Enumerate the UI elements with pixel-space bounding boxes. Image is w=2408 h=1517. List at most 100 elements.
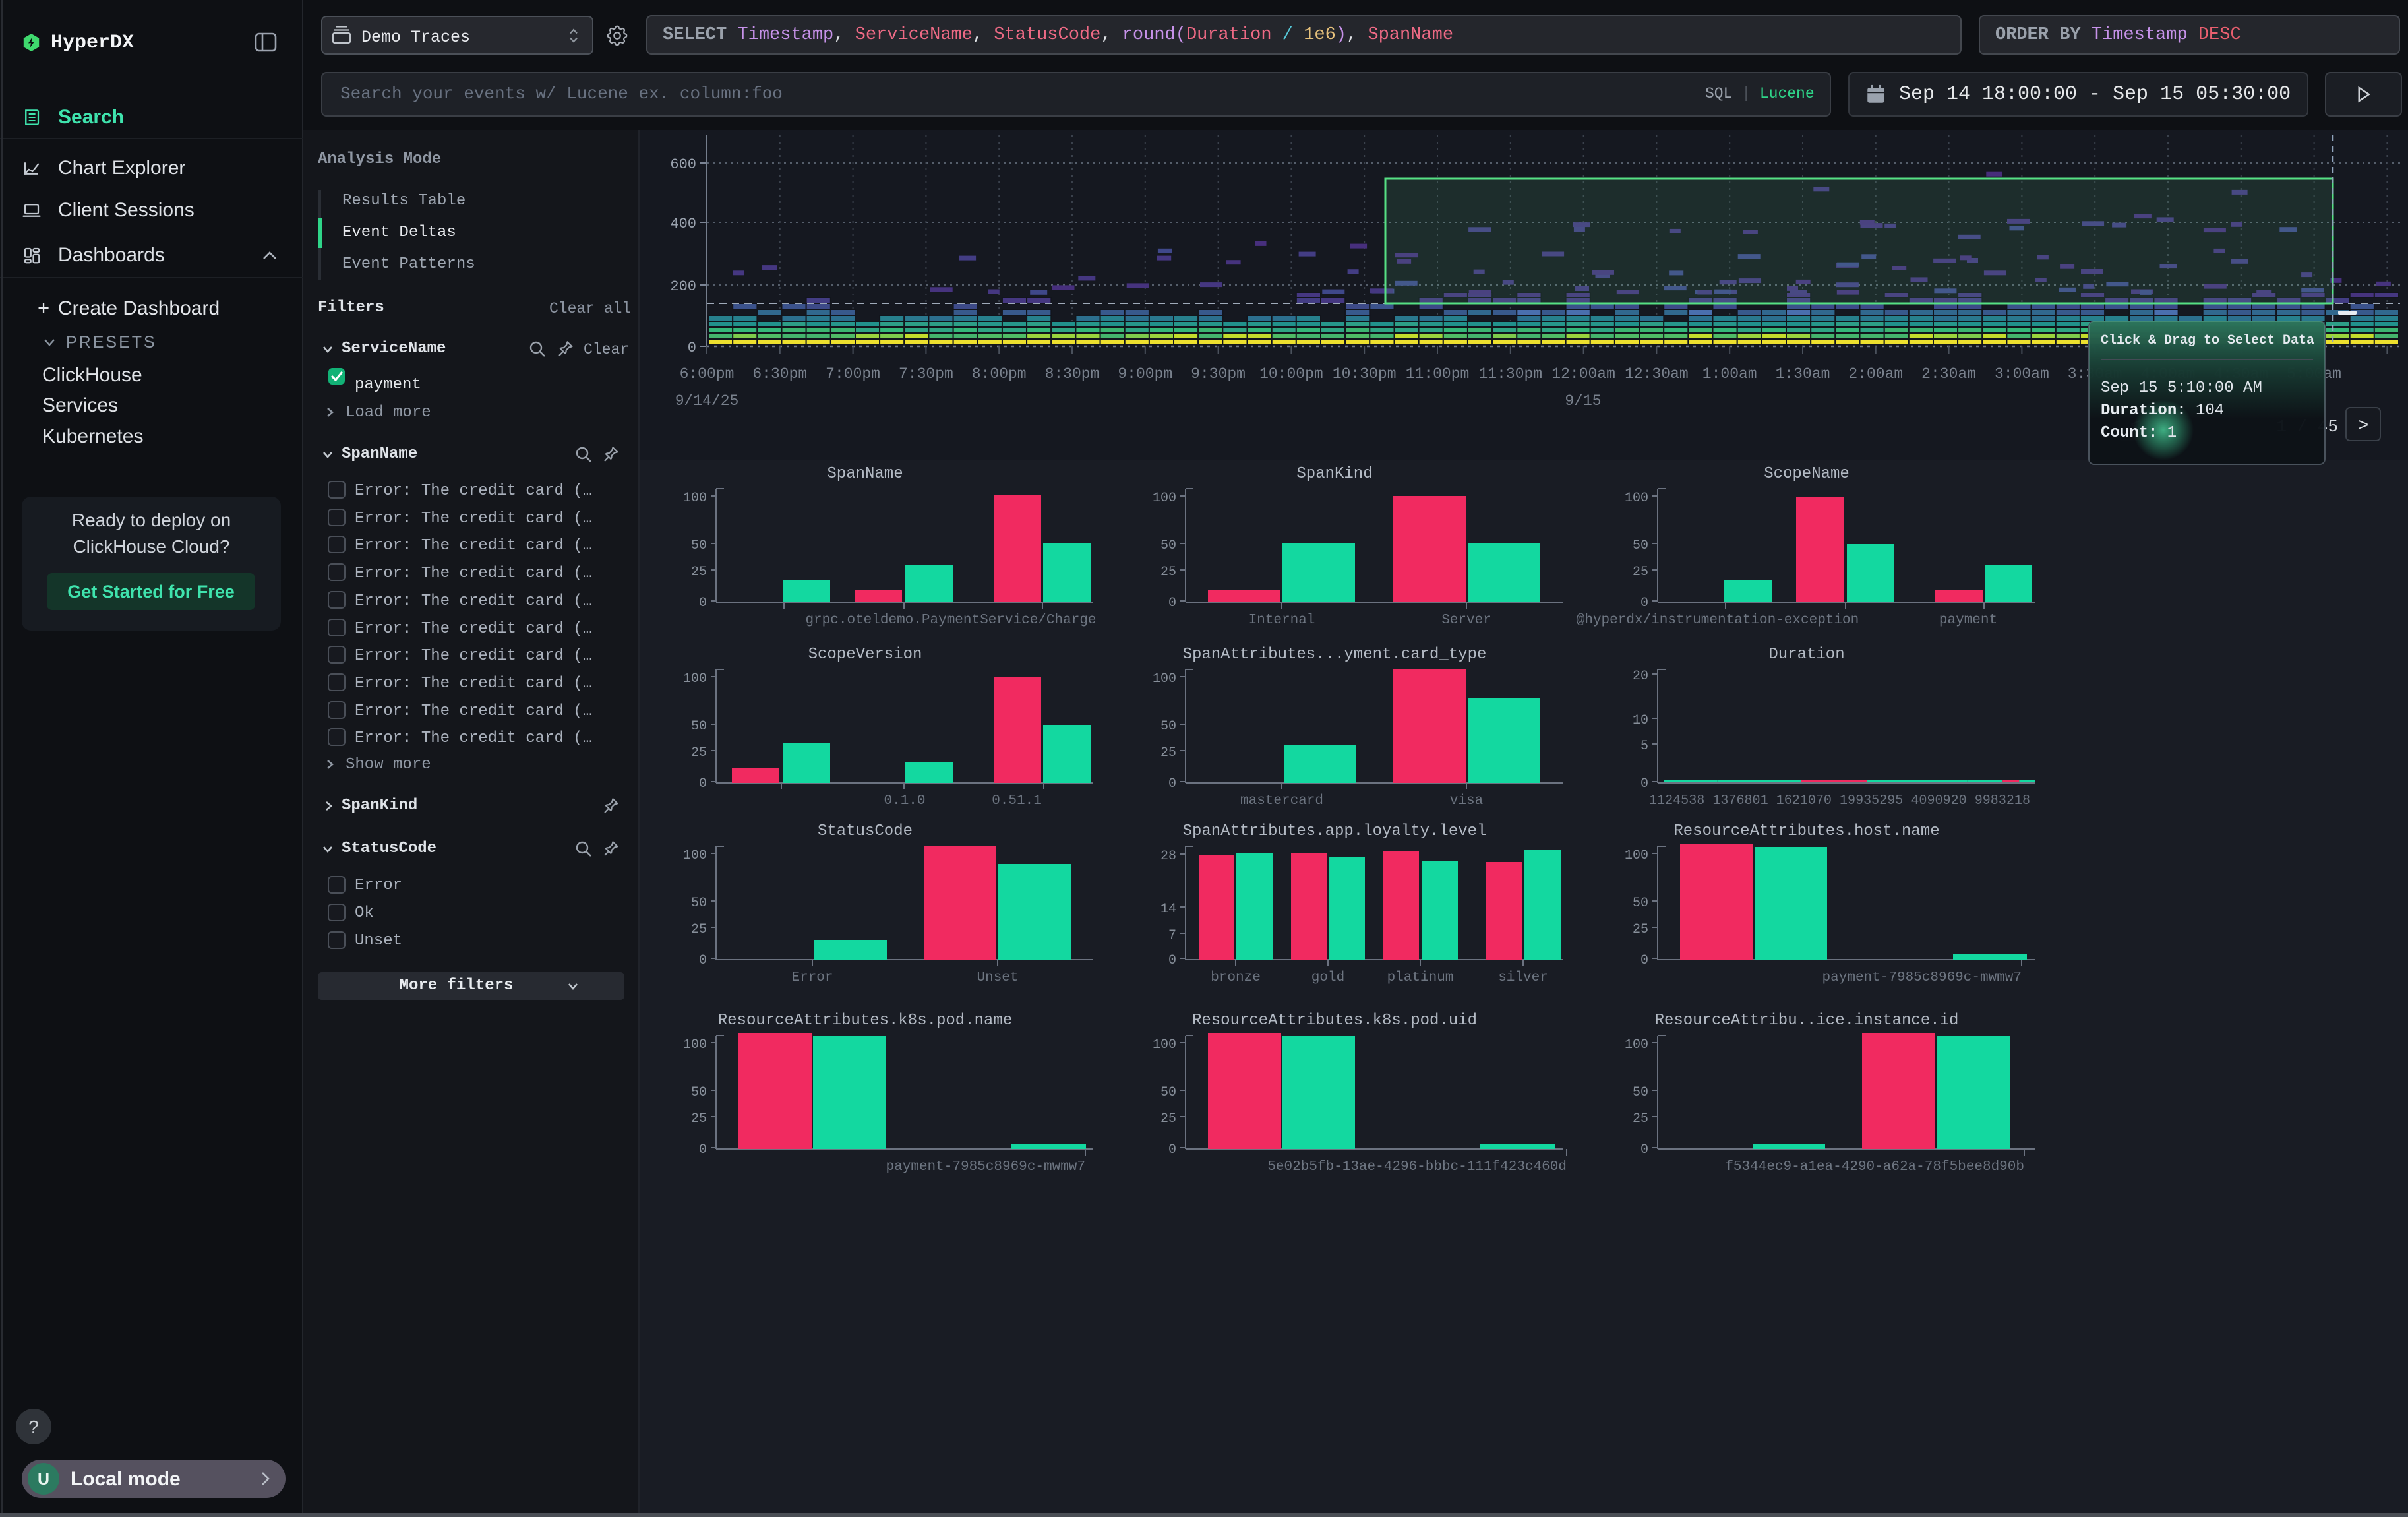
svg-text:0: 0 (1168, 953, 1176, 968)
svg-text:50: 50 (691, 719, 707, 734)
svg-text:8:00pm: 8:00pm (972, 365, 1027, 383)
svg-text:14: 14 (1160, 902, 1176, 917)
svg-text:104: 104 (2196, 402, 2224, 419)
svg-text:Duration: Duration (1768, 646, 1844, 664)
svg-text:25: 25 (1633, 1111, 1648, 1127)
svg-text:8:30pm: 8:30pm (1045, 365, 1100, 383)
svg-text:0: 0 (688, 340, 696, 356)
svg-text:100: 100 (1625, 848, 1648, 863)
svg-text:11:00pm: 11:00pm (1406, 365, 1470, 383)
svg-text:25: 25 (1160, 745, 1176, 760)
svg-text:Internal: Internal (1249, 613, 1315, 628)
svg-text:100: 100 (1625, 1037, 1648, 1053)
svg-text:payment-7985c8969c-mwmw7: payment-7985c8969c-mwmw7 (1822, 970, 2022, 985)
svg-text:100: 100 (1625, 491, 1648, 506)
svg-text:1:00am: 1:00am (1702, 365, 1757, 383)
svg-text:2:00am: 2:00am (1848, 365, 1903, 383)
svg-text:50: 50 (1633, 538, 1648, 553)
svg-text:100: 100 (1153, 1037, 1176, 1053)
svg-text:ScopeVersion: ScopeVersion (808, 646, 922, 664)
svg-text:50: 50 (1160, 719, 1176, 734)
svg-text:25: 25 (1160, 565, 1176, 580)
svg-text:ResourceAttributes.k8s.pod.uid: ResourceAttributes.k8s.pod.uid (1192, 1012, 1477, 1030)
svg-text:7: 7 (1168, 928, 1176, 943)
svg-text:ResourceAttribu..ice.instance.: ResourceAttribu..ice.instance.id (1655, 1012, 1959, 1030)
svg-text:100: 100 (1153, 491, 1176, 506)
svg-text:50: 50 (691, 896, 707, 911)
svg-text:400: 400 (670, 216, 696, 232)
svg-text:50: 50 (1160, 538, 1176, 553)
svg-text:100: 100 (1153, 671, 1176, 687)
svg-text:ResourceAttributes.k8s.pod.nam: ResourceAttributes.k8s.pod.name (718, 1012, 1012, 1030)
svg-text:grpc.oteldemo.PaymentService/C: grpc.oteldemo.PaymentService/Charge (805, 613, 1096, 628)
svg-text:Sep 15 5:10:00 AM: Sep 15 5:10:00 AM (2101, 379, 2262, 397)
svg-text:9:30pm: 9:30pm (1191, 365, 1246, 383)
svg-text:25: 25 (1633, 565, 1648, 580)
svg-text:6:00pm: 6:00pm (680, 365, 735, 383)
svg-text:ResourceAttributes.host.name: ResourceAttributes.host.name (1673, 822, 1939, 840)
svg-text:20: 20 (1633, 669, 1648, 684)
svg-text:bronze: bronze (1211, 970, 1261, 985)
svg-text:50: 50 (1633, 896, 1648, 911)
svg-text:5e02b5fb-13ae-4296-bbbc-111f42: 5e02b5fb-13ae-4296-bbbc-111f423c460d (1267, 1160, 1567, 1175)
svg-text:10:30pm: 10:30pm (1333, 365, 1397, 383)
svg-text:12:30am: 12:30am (1625, 365, 1689, 383)
svg-text:100: 100 (683, 671, 707, 687)
svg-text:0: 0 (699, 776, 707, 791)
svg-text:0.1.0: 0.1.0 (884, 793, 925, 809)
svg-text:1124538 1376801 1621070 199352: 1124538 1376801 1621070 19935295 4090920… (1649, 793, 2030, 809)
svg-text:10: 10 (1633, 713, 1648, 728)
svg-text:28: 28 (1160, 849, 1176, 864)
svg-text:50: 50 (1160, 1085, 1176, 1100)
svg-text:0: 0 (1168, 1142, 1176, 1158)
svg-text:0: 0 (699, 953, 707, 968)
svg-text:Server: Server (1441, 613, 1491, 628)
svg-text:9/14/25: 9/14/25 (675, 392, 739, 410)
svg-text:25: 25 (1633, 922, 1648, 937)
svg-text:0: 0 (1640, 953, 1648, 968)
svg-text:visa: visa (1450, 793, 1483, 809)
svg-text:SpanName: SpanName (827, 465, 903, 483)
svg-text:0: 0 (1640, 1142, 1648, 1158)
svg-text:0: 0 (1168, 596, 1176, 611)
svg-text:platinum: platinum (1387, 970, 1454, 985)
svg-text:7:30pm: 7:30pm (899, 365, 953, 383)
svg-text:Duration:: Duration: (2101, 402, 2186, 419)
svg-text:3:00am: 3:00am (1995, 365, 2049, 383)
svg-text:1:30am: 1:30am (1776, 365, 1830, 383)
svg-text:silver: silver (1498, 970, 1548, 985)
svg-text:mastercard: mastercard (1240, 793, 1323, 809)
svg-text:100: 100 (683, 848, 707, 863)
svg-text:0: 0 (1640, 596, 1648, 611)
svg-text:6:30pm: 6:30pm (752, 365, 807, 383)
svg-text:100: 100 (683, 491, 707, 506)
svg-text:25: 25 (691, 922, 707, 937)
svg-text:11:30pm: 11:30pm (1478, 365, 1542, 383)
svg-text:12:00am: 12:00am (1551, 365, 1615, 383)
svg-text:0.51.1: 0.51.1 (992, 793, 1042, 809)
svg-text:100: 100 (683, 1037, 707, 1053)
svg-text:200: 200 (670, 278, 696, 295)
svg-text:25: 25 (691, 565, 707, 580)
svg-text:payment: payment (1939, 613, 1997, 628)
svg-text:7:00pm: 7:00pm (826, 365, 880, 383)
svg-text:50: 50 (691, 1085, 707, 1100)
svg-text:5: 5 (1640, 739, 1648, 754)
svg-text:payment-7985c8969c-mwmw7: payment-7985c8969c-mwmw7 (886, 1160, 1085, 1175)
svg-text:50: 50 (691, 538, 707, 553)
svg-text:2:30am: 2:30am (1921, 365, 1976, 383)
svg-text:0: 0 (699, 1142, 707, 1158)
svg-text:10:00pm: 10:00pm (1259, 365, 1323, 383)
svg-text:0: 0 (1640, 776, 1648, 791)
svg-text:f5344ec9-a1ea-4290-a62a-78f5be: f5344ec9-a1ea-4290-a62a-78f5bee8d90b (1725, 1160, 2024, 1175)
svg-text:@hyperdx/instrumentation-excep: @hyperdx/instrumentation-exception (1577, 613, 1859, 628)
svg-text:9:00pm: 9:00pm (1118, 365, 1172, 383)
svg-text:Error: Error (791, 970, 833, 985)
svg-text:9/15: 9/15 (1565, 392, 1601, 410)
svg-text:Unset: Unset (977, 970, 1018, 985)
svg-text:Click & Drag to Select Data: Click & Drag to Select Data (2101, 333, 2314, 348)
svg-text:SpanAttributes.app.loyalty.lev: SpanAttributes.app.loyalty.level (1183, 822, 1487, 840)
svg-text:50: 50 (1633, 1085, 1648, 1100)
svg-text:SpanKind: SpanKind (1296, 465, 1372, 483)
svg-text:SpanAttributes...yment.card_ty: SpanAttributes...yment.card_type (1183, 646, 1487, 664)
